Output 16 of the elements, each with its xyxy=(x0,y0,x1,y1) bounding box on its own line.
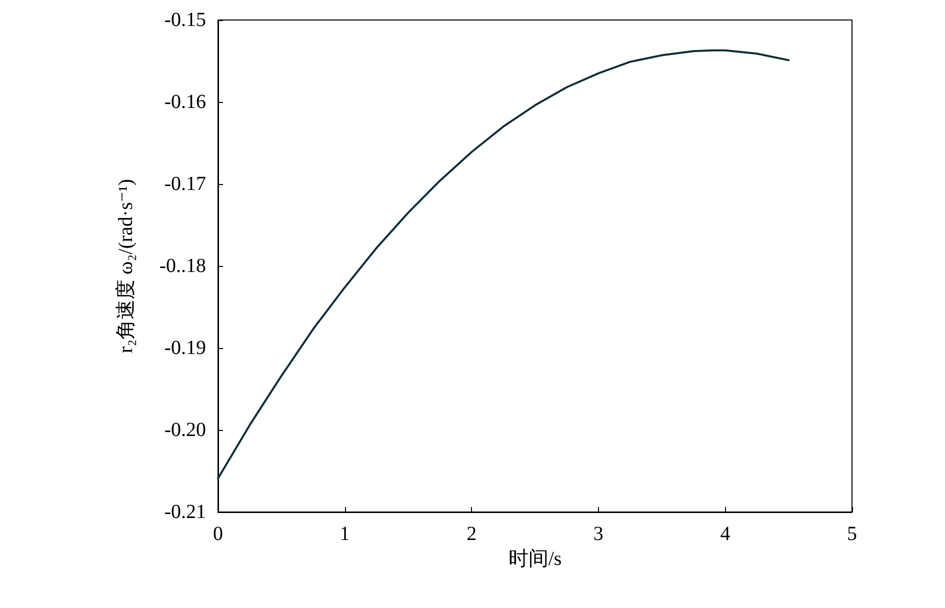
y-tick-label: -0..18 xyxy=(159,255,206,277)
x-tick-label: 2 xyxy=(466,523,477,545)
x-tick-label: 0 xyxy=(213,523,223,545)
y-axis-title: r₂角速度 ω₂/(rad·s⁻¹) xyxy=(115,178,137,354)
x-tick-label: 4 xyxy=(720,523,730,545)
line-series xyxy=(217,49,790,480)
y-tick-label: -0.15 xyxy=(164,9,206,31)
y-tick-label: -0.17 xyxy=(164,173,206,195)
x-tick-label: 1 xyxy=(340,523,350,545)
y-tick-label: -0.19 xyxy=(164,337,206,359)
x-tick-label: 5 xyxy=(847,523,857,545)
y-tick-label: -0.16 xyxy=(164,91,206,113)
y-tick-label: -0.21 xyxy=(164,501,206,523)
x-tick-label: 3 xyxy=(593,523,604,545)
x-axis-title: 时间/s xyxy=(508,548,562,570)
y-tick-label: -0.20 xyxy=(164,419,206,441)
